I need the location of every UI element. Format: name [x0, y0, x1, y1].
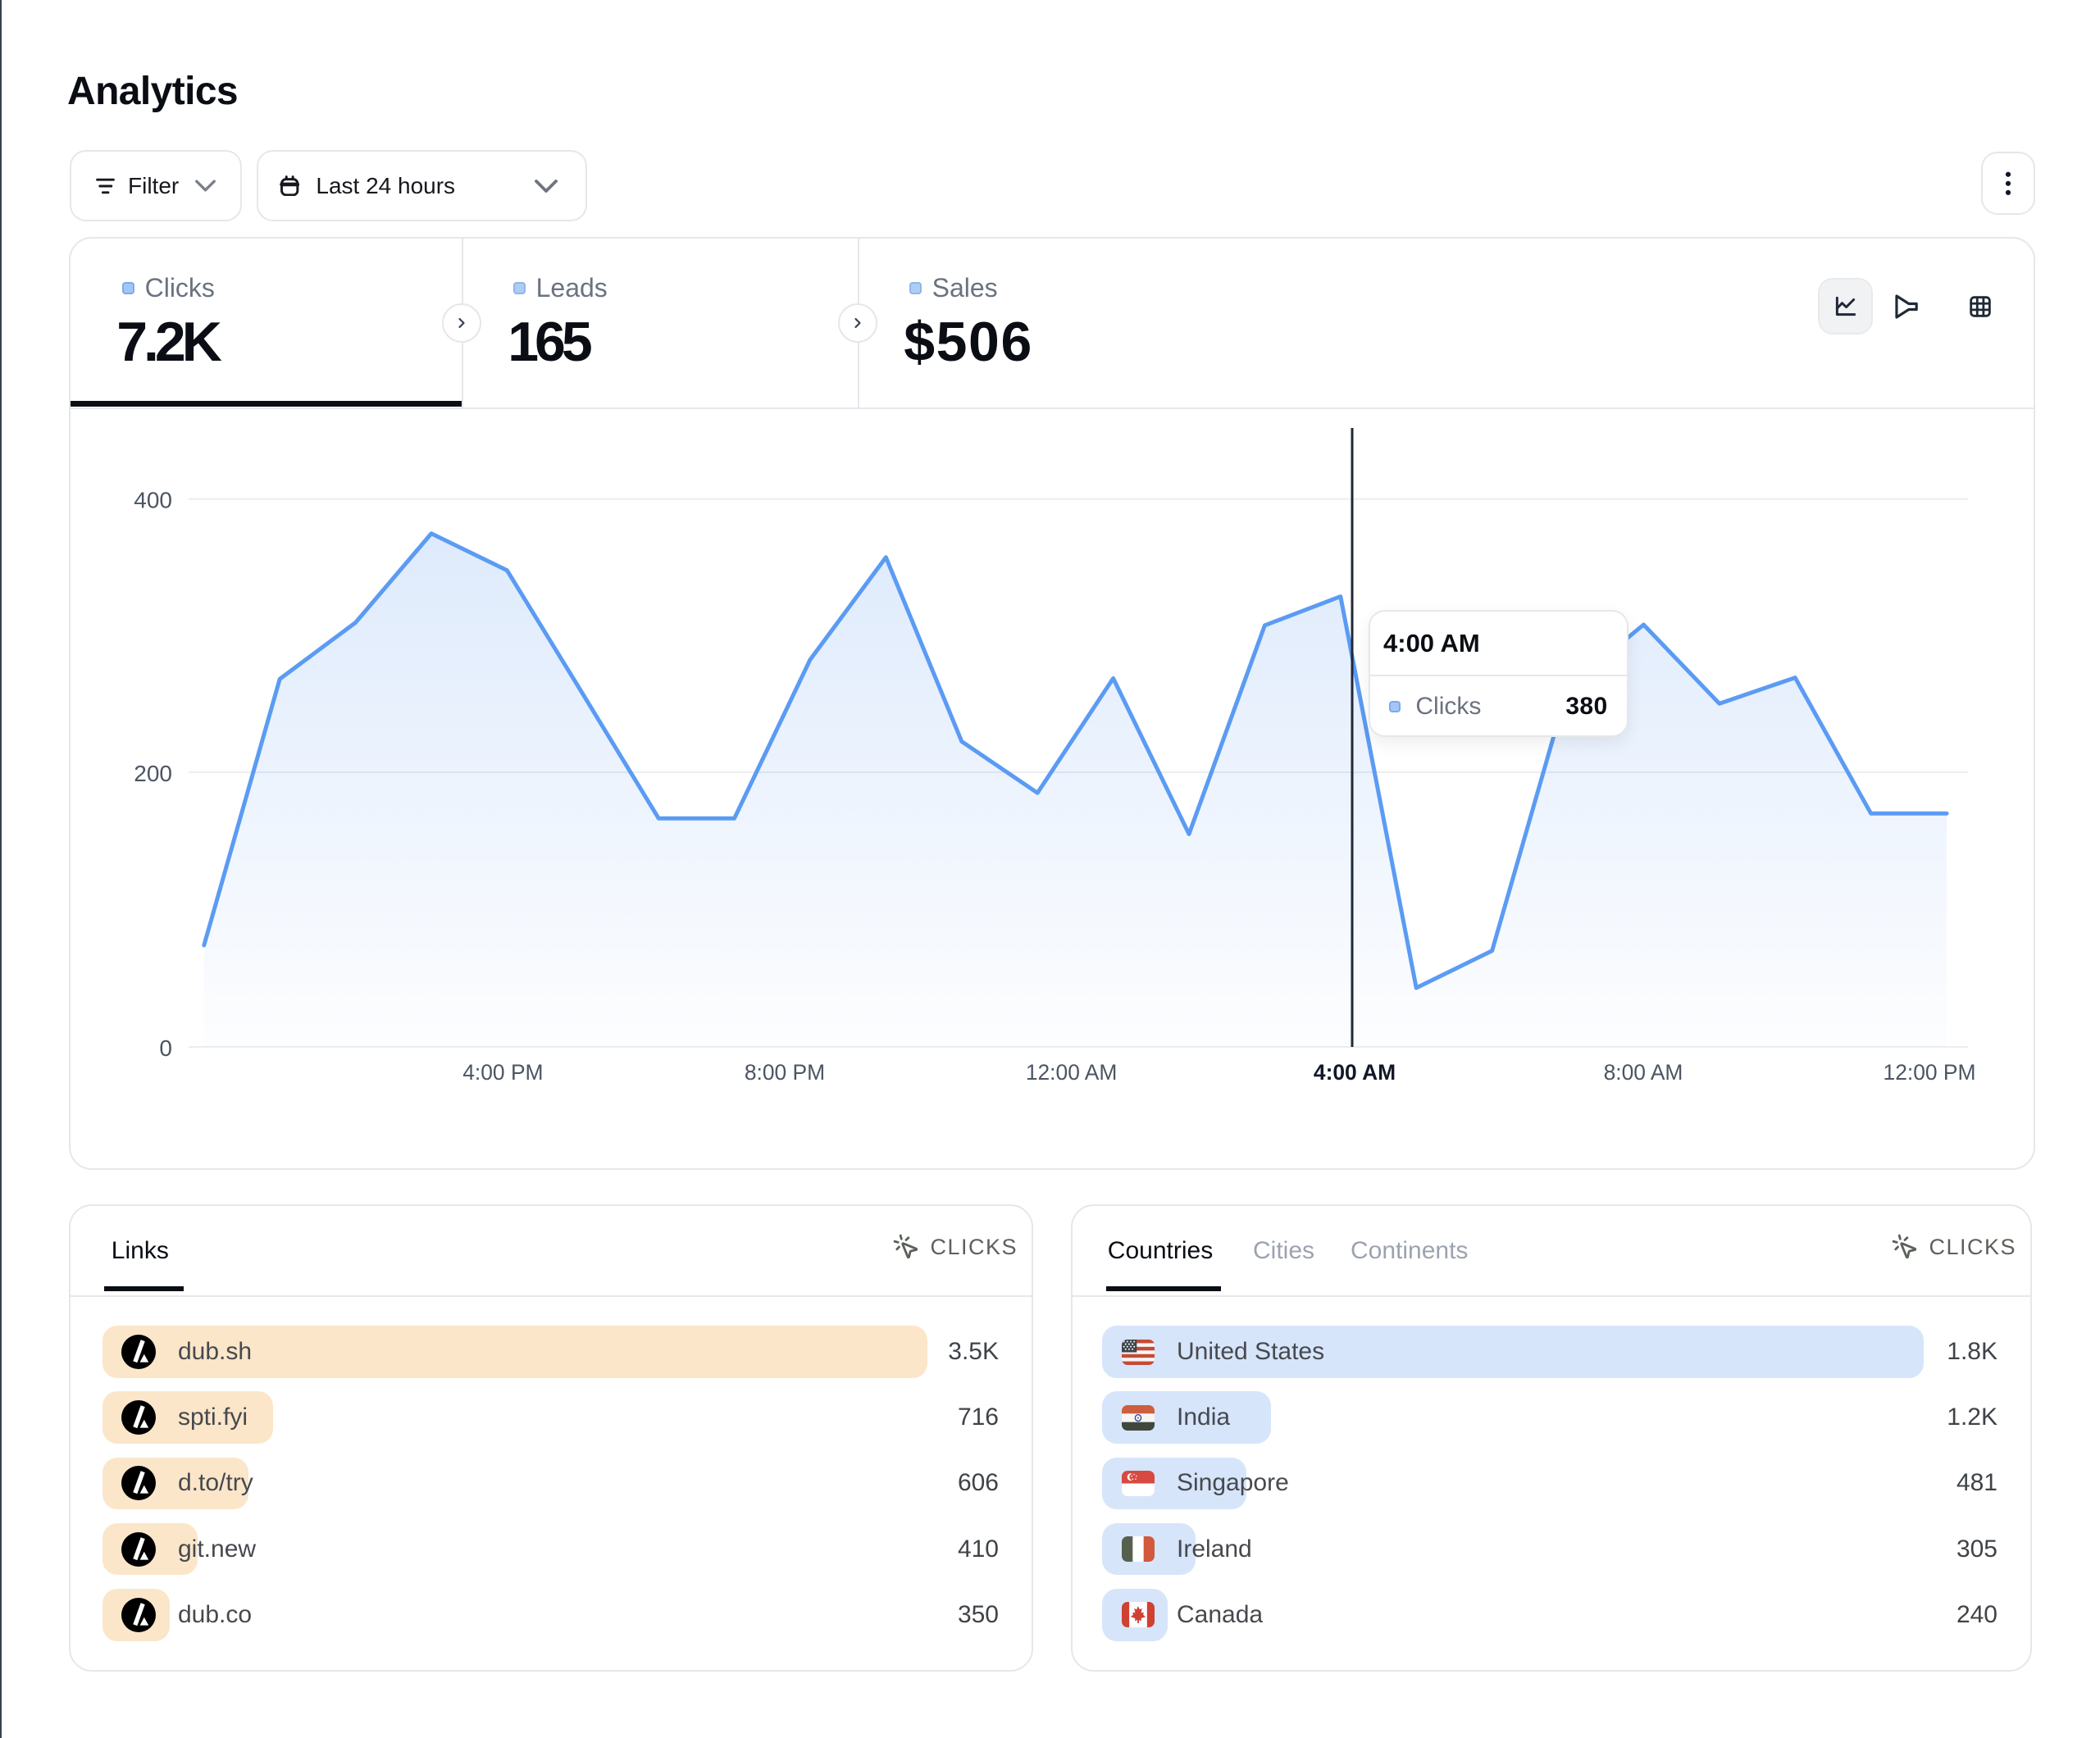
svg-text:8:00 AM: 8:00 AM [1604, 1060, 1683, 1085]
svg-text:4:00 AM: 4:00 AM [1314, 1060, 1396, 1085]
svg-text:12:00 AM: 12:00 AM [1026, 1060, 1118, 1085]
svg-text:400: 400 [134, 488, 172, 513]
svg-text:0: 0 [159, 1035, 172, 1061]
svg-text:8:00 PM: 8:00 PM [745, 1060, 825, 1085]
svg-text:4:00 PM: 4:00 PM [462, 1060, 543, 1085]
svg-text:200: 200 [134, 761, 172, 786]
svg-text:12:00 PM: 12:00 PM [1884, 1060, 1976, 1085]
